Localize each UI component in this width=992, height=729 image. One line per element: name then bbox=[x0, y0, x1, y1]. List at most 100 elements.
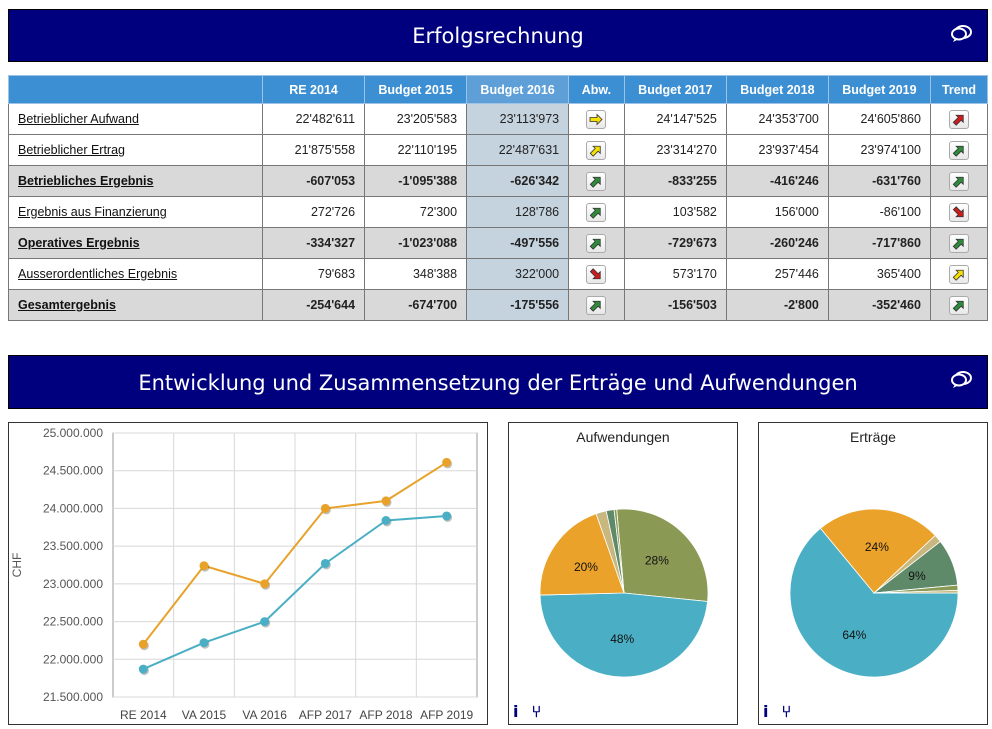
data-point bbox=[442, 511, 452, 521]
value-cell: -1'023'088 bbox=[364, 227, 468, 259]
info-icon[interactable]: i bbox=[763, 702, 769, 721]
arrow-up-green-icon[interactable] bbox=[948, 295, 969, 315]
trend-cell bbox=[929, 134, 989, 166]
info-icon[interactable]: i bbox=[513, 702, 519, 721]
arrow-up-green-icon[interactable] bbox=[948, 233, 969, 253]
pie-slice[interactable] bbox=[539, 592, 709, 678]
table-row: Betriebliches Ergebnis -607'053 -1'095'388… bbox=[7, 165, 989, 197]
tree-icon[interactable]: ⑂ bbox=[781, 702, 792, 721]
y-tick-label: 22.500.000 bbox=[43, 615, 103, 629]
table-row: Ausserordentliches Ergebnis 79'683 348'388… bbox=[7, 258, 989, 290]
pie-slice-label: 64% bbox=[842, 628, 866, 642]
x-tick-label: AFP 2019 bbox=[420, 708, 473, 722]
pie-slice[interactable] bbox=[789, 527, 959, 678]
arrow-up-yellow-icon[interactable] bbox=[948, 264, 969, 284]
arrow-down-red-icon[interactable] bbox=[948, 202, 969, 222]
row-label-link[interactable]: Betrieblicher Aufwand bbox=[18, 112, 139, 126]
value-cell: 257'446 bbox=[725, 258, 829, 290]
y-axis-label: CHF bbox=[10, 553, 24, 578]
row-label-link[interactable]: Ausserordentliches Ergebnis bbox=[18, 267, 178, 281]
value-cell: -86'100 bbox=[827, 196, 931, 228]
arrow-up-green-icon[interactable] bbox=[586, 202, 607, 222]
arrow-up-green-icon[interactable] bbox=[586, 295, 607, 315]
row-label-cell: Betrieblicher Aufwand bbox=[7, 103, 264, 135]
deviation-cell bbox=[568, 227, 625, 259]
column-header: Budget 2016 bbox=[466, 75, 570, 104]
value-cell: -607'053 bbox=[262, 165, 366, 197]
column-header: RE 2014 bbox=[262, 75, 366, 104]
value-cell: -1'095'388 bbox=[364, 165, 468, 197]
y-tick-label: 24.500.000 bbox=[43, 464, 103, 478]
comment-icon[interactable] bbox=[951, 370, 973, 390]
value-cell: 156'000 bbox=[725, 196, 829, 228]
column-header bbox=[7, 75, 264, 104]
y-tick-label: 24.000.000 bbox=[43, 501, 103, 515]
value-cell: -254'644 bbox=[262, 289, 366, 321]
x-tick-label: RE 2014 bbox=[120, 708, 167, 722]
comment-icon[interactable] bbox=[951, 24, 973, 44]
value-cell: -156'503 bbox=[623, 289, 727, 321]
x-tick-label: AFP 2018 bbox=[359, 708, 412, 722]
deviation-cell bbox=[568, 196, 625, 228]
value-cell: 23'974'100 bbox=[827, 134, 931, 166]
column-header: Budget 2019 bbox=[827, 75, 931, 104]
trend-cell bbox=[929, 196, 989, 228]
pie-slice[interactable] bbox=[873, 589, 959, 594]
value-cell: -416'246 bbox=[725, 165, 829, 197]
arrow-up-yellow-icon[interactable] bbox=[586, 140, 607, 160]
row-label-cell: Gesamtergebnis bbox=[7, 289, 264, 321]
arrow-up-green-icon[interactable] bbox=[948, 171, 969, 191]
deviation-cell bbox=[568, 289, 625, 321]
pie-panel-ertraege: Erträge 64% 24% 9% i ⑂ bbox=[758, 422, 988, 725]
arrow-up-red-icon[interactable] bbox=[948, 109, 969, 129]
value-cell: -352'460 bbox=[827, 289, 931, 321]
y-tick-label: 23.000.000 bbox=[43, 577, 103, 591]
column-header: Budget 2017 bbox=[623, 75, 727, 104]
column-header: Abw. bbox=[568, 75, 625, 104]
value-cell: 22'482'611 bbox=[262, 103, 366, 135]
tree-icon[interactable]: ⑂ bbox=[531, 702, 542, 721]
row-label-link[interactable]: Betriebliches Ergebnis bbox=[18, 174, 154, 188]
data-point bbox=[199, 638, 209, 648]
deviation-cell bbox=[568, 134, 625, 166]
series-line bbox=[142, 461, 448, 645]
trend-cell bbox=[929, 165, 989, 197]
arrow-down-red-icon[interactable] bbox=[586, 264, 607, 284]
section-title: Entwicklung und Zusammensetzung der Ertr… bbox=[138, 371, 858, 395]
value-cell: 21'875'558 bbox=[262, 134, 366, 166]
value-cell: 72'300 bbox=[364, 196, 468, 228]
value-cell: 272'726 bbox=[262, 196, 366, 228]
arrow-up-green-icon[interactable] bbox=[586, 233, 607, 253]
arrow-up-green-icon[interactable] bbox=[586, 171, 607, 191]
row-label-cell: Ausserordentliches Ergebnis bbox=[7, 258, 264, 290]
pie-slice[interactable] bbox=[613, 508, 625, 594]
value-cell: -631'760 bbox=[827, 165, 931, 197]
value-cell: 24'147'525 bbox=[623, 103, 727, 135]
y-tick-label: 21.500.000 bbox=[43, 690, 103, 704]
section-header-erfolgsrechnung: Erfolgsrechnung bbox=[8, 9, 988, 62]
data-point bbox=[138, 664, 148, 674]
data-point bbox=[260, 617, 270, 627]
row-label-link[interactable]: Operatives Ergebnis bbox=[18, 236, 140, 250]
value-cell: 23'314'270 bbox=[623, 134, 727, 166]
y-tick-label: 22.000.000 bbox=[43, 652, 103, 666]
value-cell: 23'205'583 bbox=[364, 103, 468, 135]
deviation-cell bbox=[568, 165, 625, 197]
pie-chart-ertraege: 64% 24% 9% bbox=[789, 508, 959, 678]
arrow-up-green-icon[interactable] bbox=[948, 140, 969, 160]
value-cell: 22'110'195 bbox=[364, 134, 468, 166]
arrow-right-yellow-icon[interactable] bbox=[586, 109, 607, 129]
table-row: Betrieblicher Aufwand 22'482'611 23'205'58… bbox=[7, 103, 989, 135]
line-chart-panel: 21.500.000 22.000.000 22.500.000 23.000.000… bbox=[8, 422, 488, 725]
pie-title: Erträge bbox=[850, 429, 896, 445]
line-chart: 21.500.000 22.000.000 22.500.000 23.000.000… bbox=[10, 426, 478, 722]
x-tick-label: AFP 2017 bbox=[299, 708, 352, 722]
pie-slice-label: 9% bbox=[908, 569, 926, 583]
pie-slice[interactable] bbox=[819, 508, 936, 594]
row-label-link[interactable]: Gesamtergebnis bbox=[18, 298, 116, 312]
table-row: Betrieblicher Ertrag 21'875'558 22'110'195… bbox=[7, 134, 989, 166]
row-label-link[interactable]: Ergebnis aus Finanzierung bbox=[18, 205, 167, 219]
pie-slice[interactable] bbox=[616, 508, 709, 602]
row-label-link[interactable]: Betrieblicher Ertrag bbox=[18, 143, 125, 157]
series-line bbox=[142, 514, 447, 671]
